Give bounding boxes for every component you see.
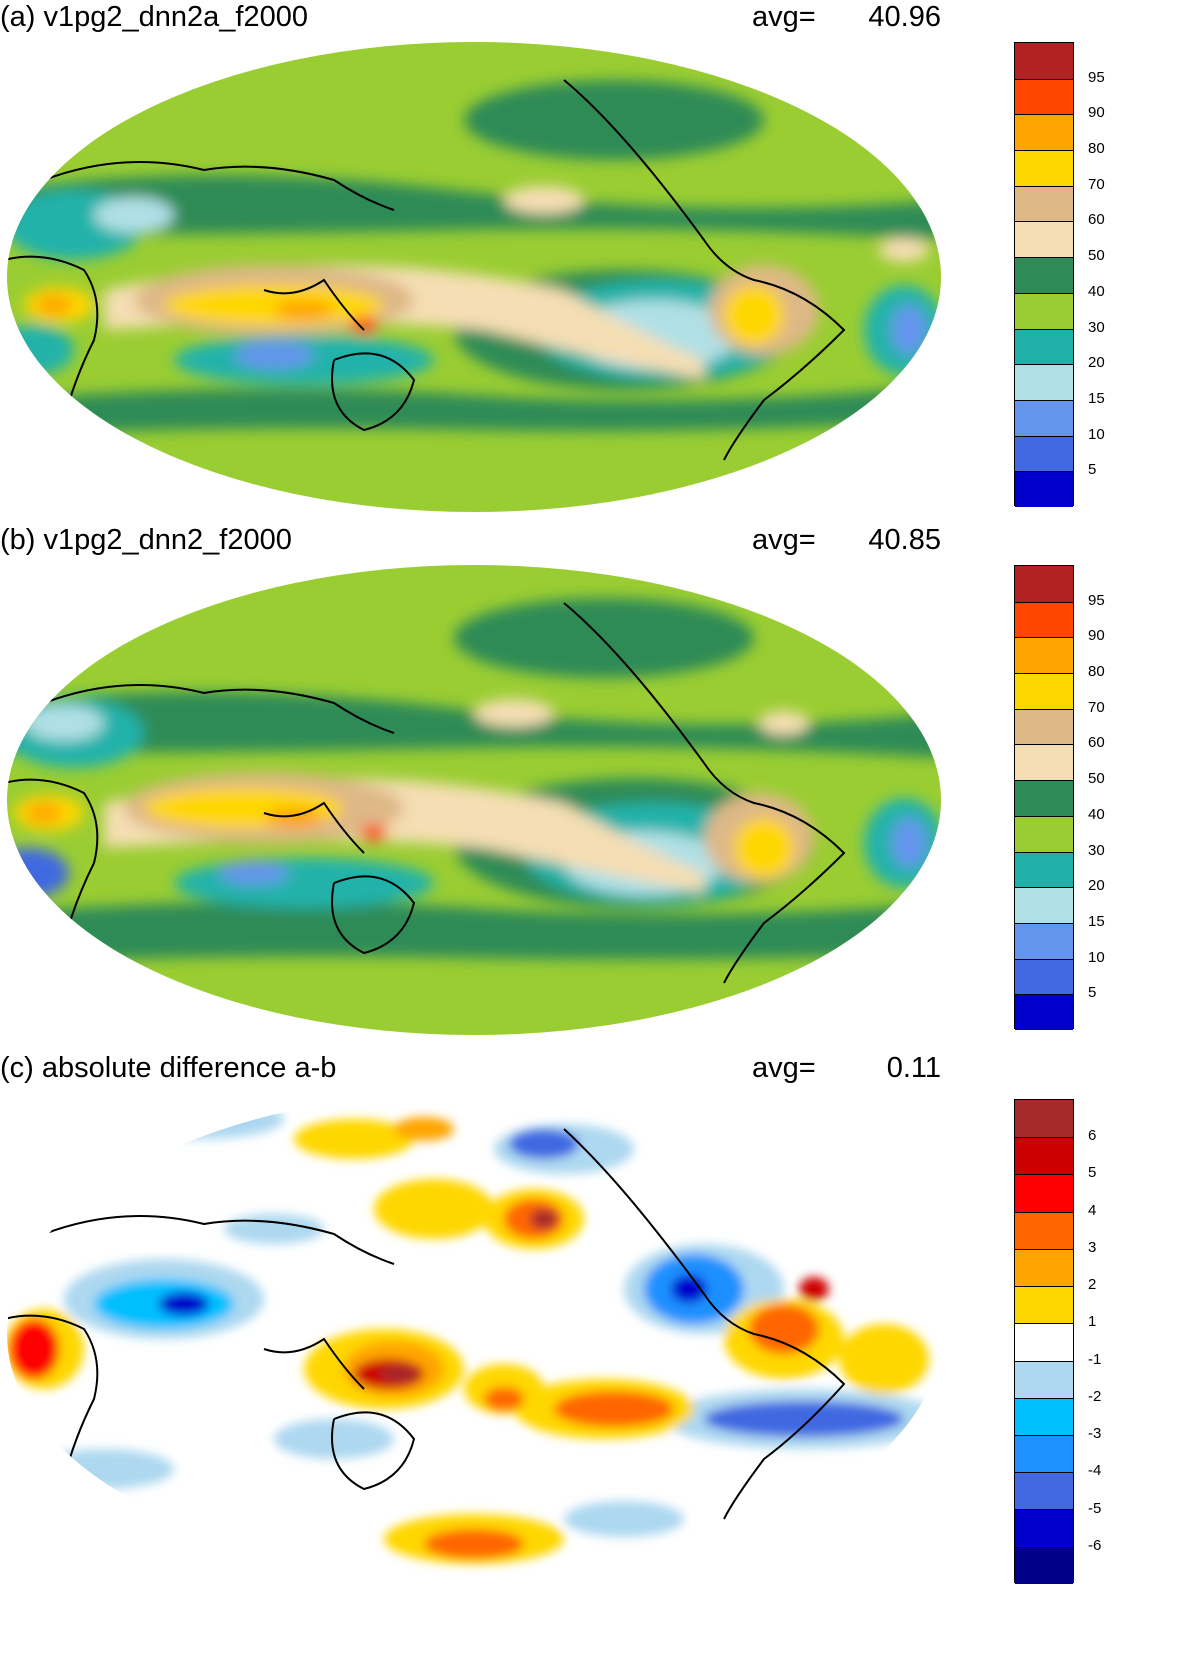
colorbar-tick-label: 70 bbox=[1088, 175, 1105, 193]
panel-a-avg-value: 40.96 bbox=[868, 1, 941, 33]
colorbar-segment bbox=[1015, 185, 1073, 222]
colorbar-tick-label: 4 bbox=[1088, 1201, 1097, 1219]
colorbar-tick-label: 80 bbox=[1088, 140, 1105, 158]
colorbar-segment bbox=[1015, 1509, 1073, 1547]
panel-b: (b) v1pg2_dnn2_f2000 avg= 40.85 bbox=[0, 523, 1183, 1035]
colorbar-tick-label: 40 bbox=[1088, 805, 1105, 823]
colorbar-tick-label: 5 bbox=[1088, 1164, 1097, 1182]
panel-b-title: (b) v1pg2_dnn2_f2000 bbox=[0, 524, 292, 556]
panel-c-avg-label: avg= bbox=[752, 1052, 816, 1084]
panel-c-avg-value: 0.11 bbox=[886, 1052, 941, 1084]
colorbar-segment bbox=[1015, 1248, 1073, 1287]
colorbar-tick-label: -1 bbox=[1088, 1350, 1102, 1368]
colorbar-segment bbox=[1015, 43, 1073, 79]
colorbar-tick-label: 20 bbox=[1088, 877, 1105, 895]
colorbar-segment bbox=[1015, 780, 1073, 816]
colorbar-segment bbox=[1015, 399, 1073, 436]
colorbar-segment bbox=[1015, 601, 1073, 638]
colorbar-segment bbox=[1015, 1100, 1073, 1138]
colorbar-segment bbox=[1015, 221, 1073, 258]
colorbar-segment bbox=[1015, 994, 1073, 1030]
panel-c-colorbar bbox=[1014, 1099, 1074, 1584]
panel-a-colorbar bbox=[1014, 42, 1074, 507]
panel-a-map bbox=[7, 42, 941, 512]
colorbar-segment bbox=[1015, 958, 1073, 995]
colorbar-tick-label: -3 bbox=[1088, 1425, 1102, 1443]
panel-c: (c) absolute difference a-b avg= 0.11 bbox=[0, 1051, 1183, 1584]
colorbar-tick-label: 2 bbox=[1088, 1276, 1097, 1294]
colorbar-segment bbox=[1015, 815, 1073, 852]
colorbar-tick-label: 1 bbox=[1088, 1313, 1097, 1331]
colorbar-segment bbox=[1015, 328, 1073, 365]
colorbar-segment bbox=[1015, 435, 1073, 472]
colorbar-tick-label: 20 bbox=[1088, 354, 1105, 372]
colorbar-tick-label: 5 bbox=[1088, 461, 1097, 479]
panel-c-map bbox=[7, 1091, 941, 1577]
panel-a-title: (a) v1pg2_dnn2a_f2000 bbox=[0, 1, 308, 33]
colorbar-segment bbox=[1015, 1286, 1073, 1324]
colorbar-tick-label: -5 bbox=[1088, 1499, 1102, 1517]
colorbar-tick-label: 60 bbox=[1088, 734, 1105, 752]
panel-c-title: (c) absolute difference a-b bbox=[0, 1052, 337, 1084]
colorbar-segment bbox=[1015, 637, 1073, 674]
colorbar-tick-label: 90 bbox=[1088, 627, 1105, 645]
colorbar-tick-label: 50 bbox=[1088, 770, 1105, 788]
colorbar-tick-label: -4 bbox=[1088, 1462, 1102, 1480]
colorbar-segment bbox=[1015, 887, 1073, 923]
panel-b-avg-value: 40.85 bbox=[868, 524, 941, 556]
colorbar-tick-label: 95 bbox=[1088, 68, 1105, 86]
colorbar-segment bbox=[1015, 851, 1073, 888]
colorbar-segment bbox=[1015, 364, 1073, 400]
colorbar-segment bbox=[1015, 1472, 1073, 1510]
colorbar-tick-label: 80 bbox=[1088, 663, 1105, 681]
panel-b-avg-label: avg= bbox=[752, 524, 816, 556]
colorbar-tick-label: 15 bbox=[1088, 389, 1105, 407]
colorbar-segment bbox=[1015, 1137, 1073, 1175]
colorbar-tick-label: 90 bbox=[1088, 104, 1105, 122]
colorbar-segment bbox=[1015, 1434, 1073, 1473]
colorbar-segment bbox=[1015, 708, 1073, 745]
colorbar-segment bbox=[1015, 744, 1073, 781]
colorbar-segment bbox=[1015, 566, 1073, 602]
colorbar-tick-label: 10 bbox=[1088, 425, 1105, 443]
colorbar-segment bbox=[1015, 114, 1073, 151]
colorbar-tick-label: -2 bbox=[1088, 1387, 1102, 1405]
colorbar-tick-label: 40 bbox=[1088, 282, 1105, 300]
panel-b-colorbar bbox=[1014, 565, 1074, 1030]
colorbar-segment bbox=[1015, 1211, 1073, 1249]
colorbar-segment bbox=[1015, 78, 1073, 115]
colorbar-tick-label: 3 bbox=[1088, 1238, 1097, 1256]
colorbar-segment bbox=[1015, 150, 1073, 186]
colorbar-segment bbox=[1015, 922, 1073, 959]
colorbar-segment bbox=[1015, 1397, 1073, 1435]
colorbar-segment bbox=[1015, 292, 1073, 329]
panel-a: (a) v1pg2_dnn2a_f2000 avg= 40.96 bbox=[0, 0, 1183, 512]
colorbar-tick-label: 5 bbox=[1088, 984, 1097, 1002]
colorbar-tick-label: 30 bbox=[1088, 841, 1105, 859]
colorbar-tick-label: 95 bbox=[1088, 591, 1105, 609]
colorbar-tick-label: 60 bbox=[1088, 211, 1105, 229]
colorbar-tick-label: 6 bbox=[1088, 1127, 1097, 1145]
panel-a-avg-label: avg= bbox=[752, 1, 816, 33]
colorbar-segment bbox=[1015, 257, 1073, 293]
panel-b-map bbox=[7, 565, 941, 1035]
colorbar-tick-label: 30 bbox=[1088, 318, 1105, 336]
colorbar-tick-label: -6 bbox=[1088, 1536, 1102, 1554]
colorbar-tick-label: 15 bbox=[1088, 912, 1105, 930]
colorbar-segment bbox=[1015, 471, 1073, 507]
colorbar-tick-label: 10 bbox=[1088, 948, 1105, 966]
colorbar-segment bbox=[1015, 1174, 1073, 1212]
colorbar-tick-label: 50 bbox=[1088, 247, 1105, 265]
colorbar-segment bbox=[1015, 1323, 1073, 1361]
colorbar-segment bbox=[1015, 673, 1073, 709]
colorbar-segment bbox=[1015, 1546, 1073, 1584]
colorbar-tick-label: 70 bbox=[1088, 698, 1105, 716]
colorbar-segment bbox=[1015, 1360, 1073, 1398]
